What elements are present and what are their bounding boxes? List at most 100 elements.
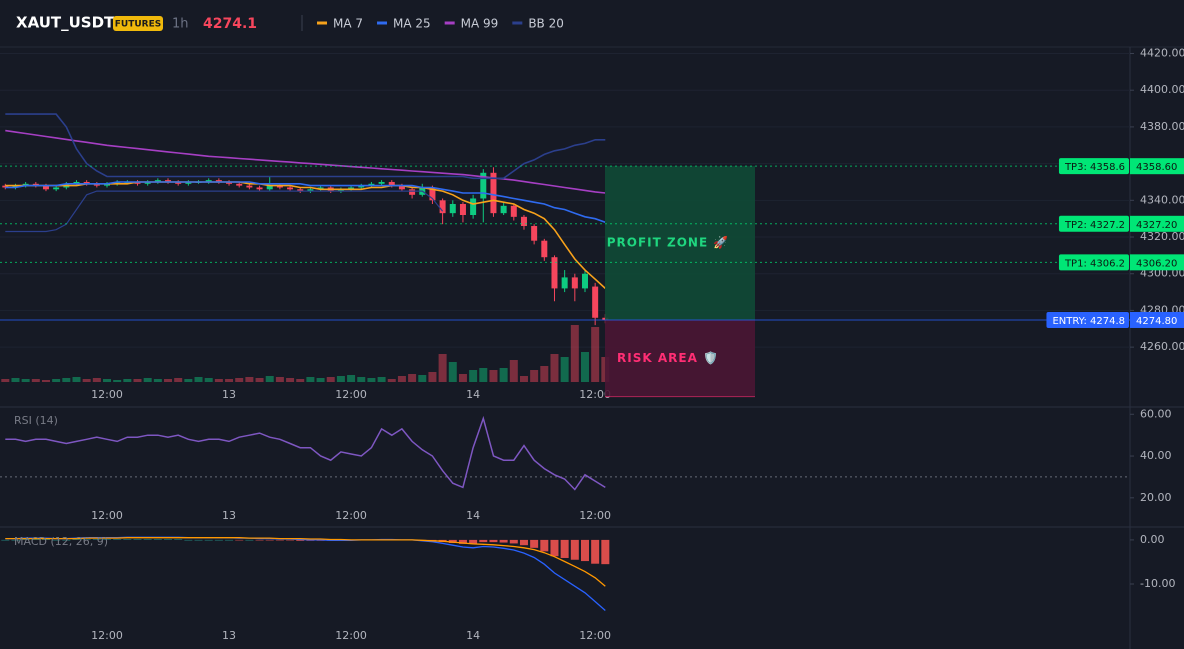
volume-bar (92, 378, 101, 382)
level-label: TP3: 4358.6 (1064, 162, 1125, 173)
histogram-bar (133, 539, 142, 540)
volume-bar (469, 370, 478, 382)
volume-bar (194, 377, 203, 382)
candle-body (571, 277, 578, 289)
x-tick-label: 12:00 (335, 629, 367, 642)
volume-bar (357, 377, 366, 382)
y-tick-label: 40.00 (1140, 449, 1172, 462)
volume-bar (397, 376, 406, 382)
candle-body (409, 189, 416, 195)
level-tag (1058, 215, 1129, 232)
pane-title: RSI (14) (14, 414, 58, 427)
candle-body (276, 185, 283, 188)
legend-label: MA 99 (461, 17, 499, 31)
candle-body (83, 181, 90, 184)
level-tag (1058, 254, 1129, 271)
volume-bar (458, 374, 467, 382)
signal-line (5, 537, 606, 587)
volume-bar (265, 376, 274, 382)
histogram-bar (153, 539, 162, 540)
histogram-bar (11, 539, 20, 541)
volume-bar (448, 362, 457, 382)
ma-line (5, 129, 606, 194)
volume-bar (580, 352, 589, 382)
legend-label: BB 20 (528, 17, 564, 31)
candle-body (480, 172, 487, 199)
volume-bar (387, 379, 396, 382)
volume-bar (408, 374, 417, 382)
y-tick-label: 4320.00 (1140, 230, 1184, 243)
pane-title: MACD (12, 26, 9) (14, 535, 108, 548)
badge-text: FUTURES (115, 20, 161, 30)
x-tick-label: 12:00 (91, 629, 123, 642)
volume-bar (316, 378, 325, 382)
candle-body (104, 183, 110, 186)
candle-body (144, 181, 151, 184)
histogram-bar (92, 539, 101, 540)
candle-body (459, 203, 466, 215)
zone-label: RISK AREA 🛡️ (617, 351, 719, 365)
zone (605, 319, 755, 397)
candle-body (42, 185, 49, 190)
candle-body (2, 185, 9, 188)
candle-body (165, 180, 172, 182)
level-label: TP2: 4327.2 (1064, 220, 1125, 231)
candle-body (551, 257, 558, 289)
y-tick-label: 0.00 (1140, 533, 1165, 546)
candle-body (215, 180, 222, 182)
ma-line (5, 181, 606, 224)
histogram-bar (143, 539, 152, 540)
candle-body (175, 181, 182, 184)
histogram-bar (225, 539, 234, 541)
band-line (5, 190, 444, 233)
candle-body (581, 273, 588, 289)
histogram-bar (275, 539, 284, 541)
candle-body (378, 181, 385, 184)
volume-bar (336, 376, 345, 382)
candle-body (154, 180, 161, 182)
plot (1, 113, 610, 382)
histogram-bar (560, 539, 569, 558)
candle-body (429, 187, 436, 201)
candle-body (287, 187, 294, 190)
candle-body (93, 183, 100, 186)
volume-bar (428, 372, 437, 382)
volume-bar (591, 327, 600, 382)
histogram-bar (214, 539, 223, 541)
volume-bar (143, 378, 152, 382)
legend-label: MA 7 (333, 17, 363, 31)
volume-bar (164, 379, 173, 382)
candle-body (531, 226, 538, 241)
plot (1, 536, 610, 611)
axis-price-label: 4274.80 (1136, 316, 1177, 327)
histogram-bar (174, 539, 183, 540)
candle-body (22, 183, 29, 186)
volume-bar (41, 380, 50, 382)
volume-bar (560, 357, 569, 382)
histogram-bar (103, 539, 111, 540)
y-tick-label: 4400.00 (1140, 83, 1184, 96)
volume-bar (418, 375, 427, 382)
y-tick-label: 4420.00 (1140, 47, 1184, 60)
histogram-bar (194, 539, 203, 541)
x-tick-label: 13 (222, 509, 236, 522)
volume-bar (21, 379, 30, 382)
histogram-bar (123, 539, 132, 540)
candle-body (449, 203, 456, 214)
candle-body (520, 216, 527, 227)
volume-bar (204, 378, 213, 382)
volume-bar (499, 368, 508, 382)
candle-body (510, 205, 517, 217)
legend-label: MA 25 (393, 17, 431, 31)
histogram-bar (499, 539, 508, 543)
axis-tag (1130, 311, 1184, 328)
candle-body (358, 185, 365, 188)
volume-bar (275, 377, 284, 382)
x-tick-label: 14 (466, 509, 480, 522)
candle-body (134, 181, 141, 184)
plot (0, 415, 1130, 491)
volume-bar (235, 378, 244, 382)
last-price: 4274.1 (203, 16, 257, 32)
histogram-bar (509, 539, 518, 544)
